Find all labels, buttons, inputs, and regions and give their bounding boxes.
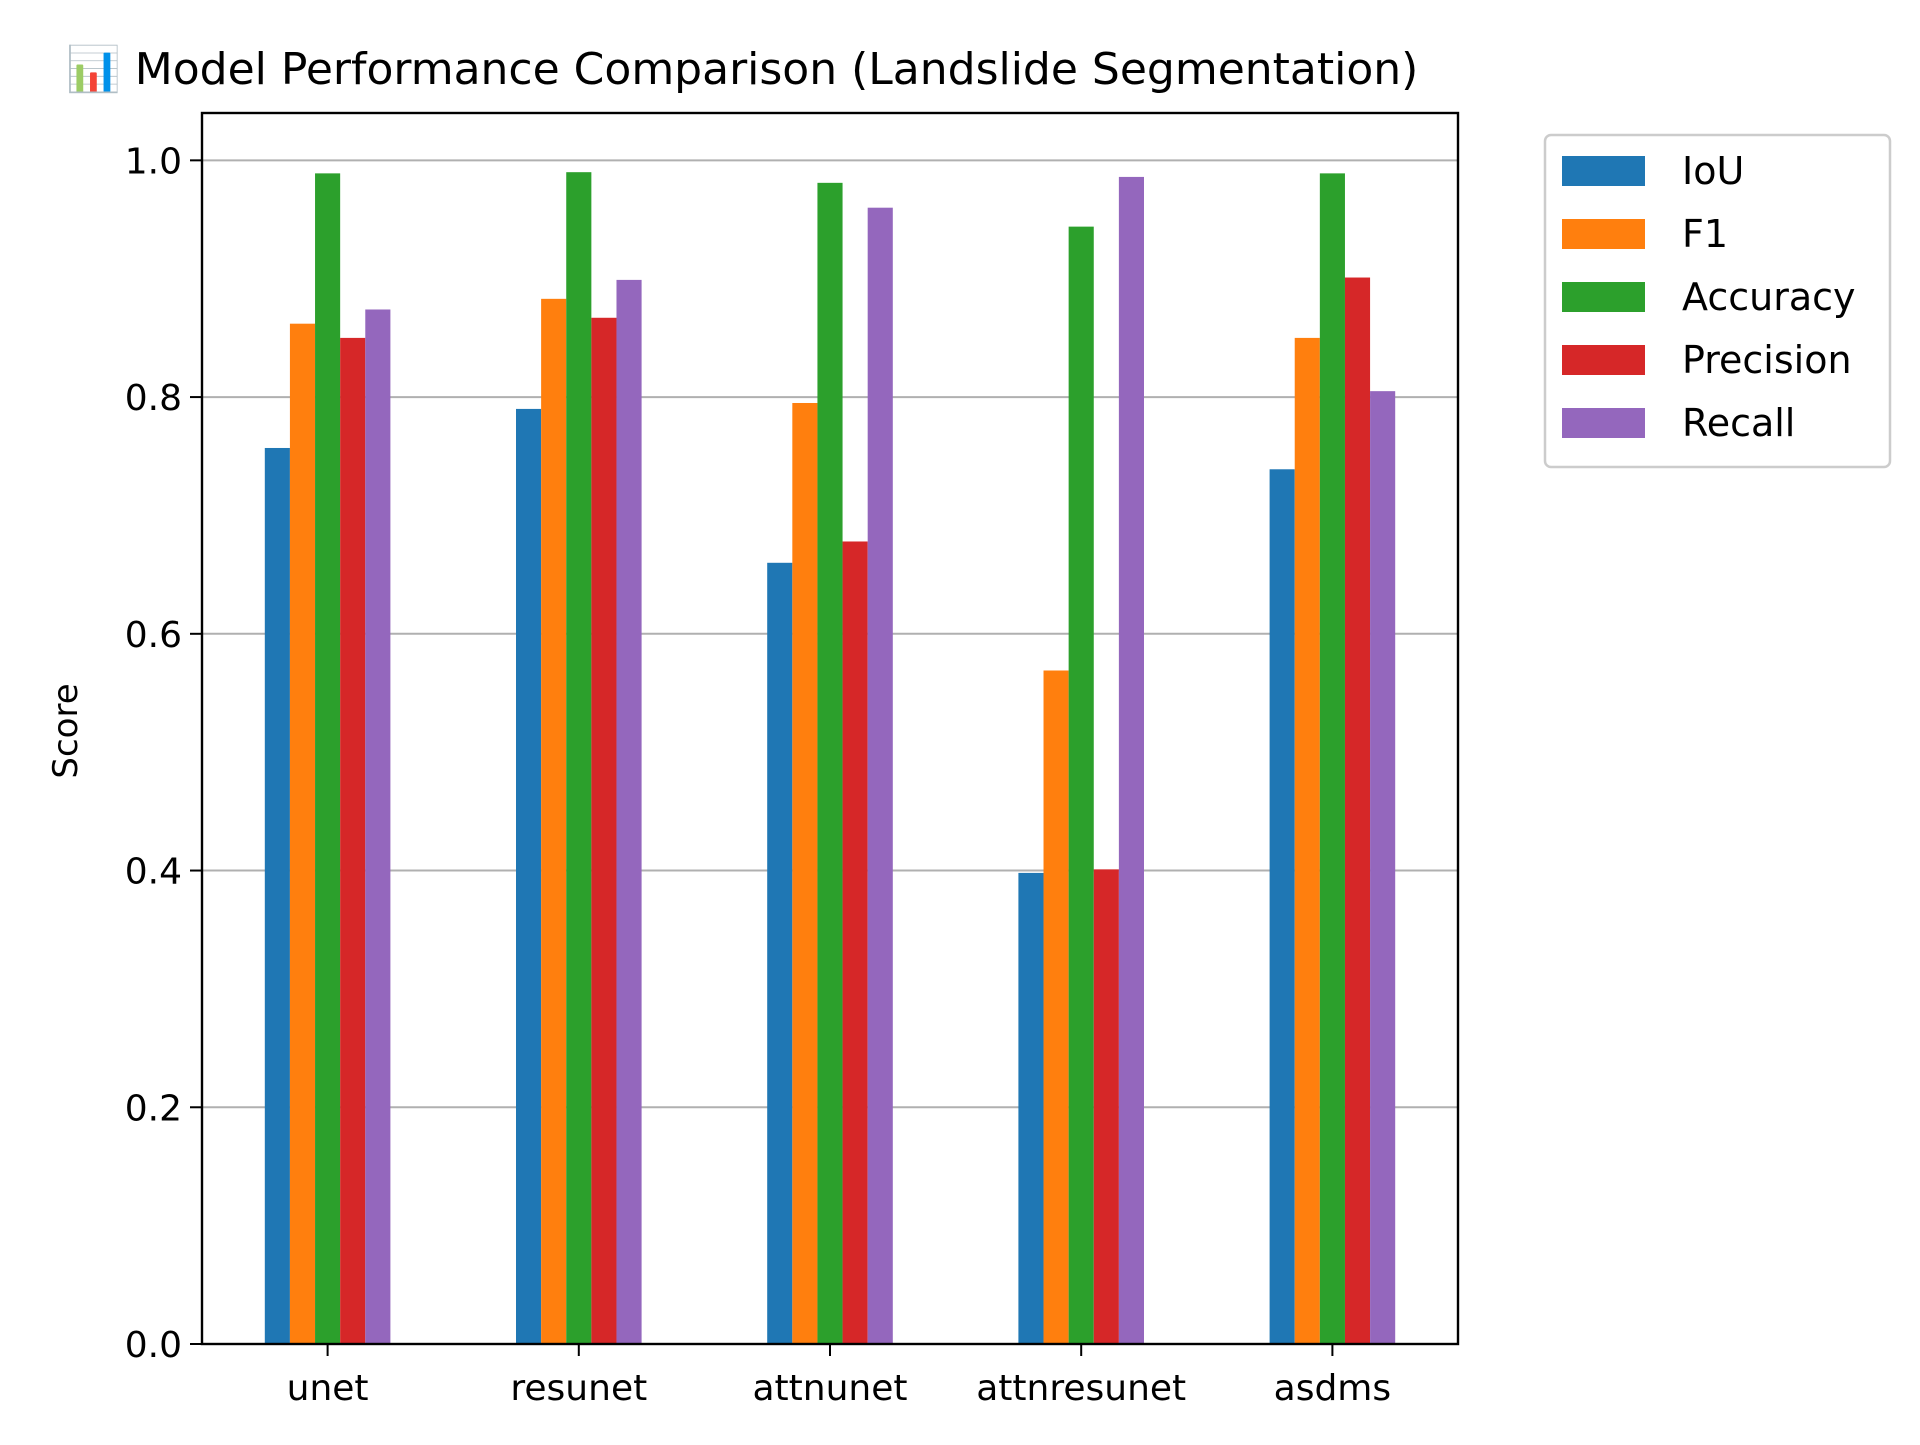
bar-asdms-precision xyxy=(1344,277,1371,1345)
y-tick-label: 0.0 xyxy=(125,1325,182,1366)
legend: IoU F1 Accuracy Precision Recall xyxy=(1543,133,1892,469)
bar-attnunet-iou xyxy=(767,562,793,1344)
bar-resunet-accuracy xyxy=(566,172,592,1344)
bar-attnunet-precision xyxy=(842,541,868,1344)
legend-swatch-accuracy xyxy=(1562,282,1645,312)
y-axis-label: Score xyxy=(46,683,86,778)
axes: 0.0 0.2 0.4 0.6 0.8 1.0 unet resunet attnunet att… xyxy=(125,111,1460,1409)
bar-attnresunet-precision xyxy=(1093,869,1119,1344)
bar-attnunet-f1 xyxy=(792,402,818,1344)
bar-asdms-iou xyxy=(1269,469,1295,1345)
plot-frame xyxy=(200,111,1460,1346)
legend-swatch-precision xyxy=(1562,345,1645,375)
x-tick-label: attnresunet xyxy=(976,1368,1186,1409)
bar-attnresunet-accuracy xyxy=(1068,226,1094,1345)
bar-asdms-recall xyxy=(1370,391,1396,1344)
bar-resunet-f1 xyxy=(541,298,567,1345)
bar-unet-recall xyxy=(365,309,391,1344)
x-tick-label: resunet xyxy=(510,1368,647,1409)
bar-attnresunet-f1 xyxy=(1043,670,1069,1344)
bar-resunet-iou xyxy=(516,408,542,1344)
bar-resunet-recall xyxy=(616,279,642,1344)
bar-attnunet-recall xyxy=(867,207,893,1345)
y-tick-label: 0.4 xyxy=(125,852,182,893)
y-tick-label: 0.2 xyxy=(125,1088,182,1129)
y-tick-label: 0.6 xyxy=(125,615,182,656)
bars xyxy=(264,172,1396,1345)
legend-label-iou: IoU xyxy=(1682,149,1744,193)
bar-unet-iou xyxy=(264,447,290,1345)
y-tick-label: 1.0 xyxy=(125,141,182,182)
x-tick-label: unet xyxy=(287,1368,369,1409)
x-tick-label: attnunet xyxy=(752,1368,907,1409)
bar-asdms-accuracy xyxy=(1319,173,1345,1345)
bar-asdms-f1 xyxy=(1294,337,1320,1344)
legend-label-precision: Precision xyxy=(1682,338,1852,382)
legend-label-recall: Recall xyxy=(1682,401,1795,445)
bar-unet-f1 xyxy=(289,323,316,1344)
chart-title: 📊 Model Performance Comparison (Landslid… xyxy=(66,44,1418,95)
bar-attnunet-accuracy xyxy=(817,182,843,1344)
bar-attnresunet-iou xyxy=(1018,872,1044,1344)
x-tick-label: asdms xyxy=(1274,1368,1392,1409)
legend-swatch-recall xyxy=(1562,408,1645,438)
legend-box xyxy=(1543,133,1892,469)
bar-attnresunet-recall xyxy=(1118,176,1144,1344)
bar-unet-precision xyxy=(340,337,366,1344)
legend-label-accuracy: Accuracy xyxy=(1682,275,1856,319)
bar-resunet-precision xyxy=(591,317,617,1345)
legend-label-f1: F1 xyxy=(1682,212,1728,256)
y-tick-label: 0.8 xyxy=(125,378,182,419)
bar-unet-accuracy xyxy=(315,173,341,1345)
legend-swatch-iou xyxy=(1562,156,1645,186)
legend-swatch-f1 xyxy=(1562,219,1645,249)
